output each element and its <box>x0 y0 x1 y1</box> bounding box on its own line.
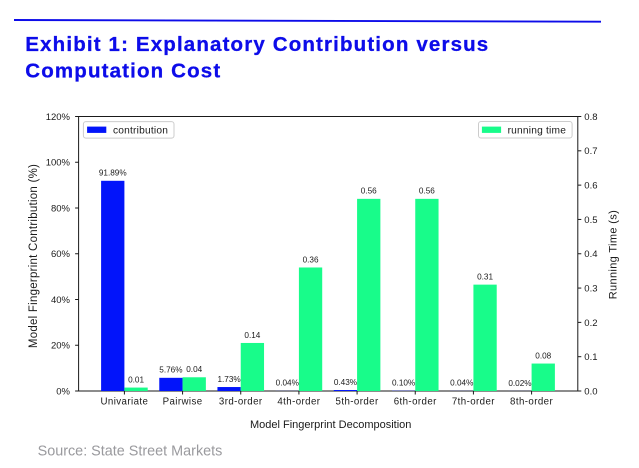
svg-text:Computation Cost: Computation Cost <box>25 59 221 82</box>
svg-text:0.3: 0.3 <box>584 283 597 294</box>
svg-text:running time: running time <box>508 125 567 136</box>
svg-text:0.56: 0.56 <box>361 187 377 196</box>
svg-text:91.89%: 91.89% <box>99 169 127 178</box>
svg-text:Running Time (s): Running Time (s) <box>608 210 620 299</box>
svg-text:0.7: 0.7 <box>584 146 597 157</box>
svg-text:0.04: 0.04 <box>186 365 202 374</box>
svg-text:0.36: 0.36 <box>303 255 319 264</box>
svg-text:Source: State Street Markets: Source: State Street Markets <box>38 444 223 460</box>
svg-text:0.14: 0.14 <box>244 331 260 340</box>
svg-text:60%: 60% <box>51 249 71 260</box>
svg-text:0.43%: 0.43% <box>334 378 357 387</box>
svg-text:0.02%: 0.02% <box>508 379 531 388</box>
svg-text:3rd-order: 3rd-order <box>219 396 263 407</box>
svg-text:0.0: 0.0 <box>584 386 597 397</box>
svg-text:40%: 40% <box>51 295 71 306</box>
svg-text:0.5: 0.5 <box>584 215 597 226</box>
svg-text:0.08: 0.08 <box>535 351 551 360</box>
svg-text:0.8: 0.8 <box>584 112 597 123</box>
svg-text:Model Fingerprint Decompositio: Model Fingerprint Decomposition <box>250 419 411 431</box>
svg-text:0.04%: 0.04% <box>450 379 473 388</box>
svg-text:Univariate: Univariate <box>100 396 148 407</box>
svg-text:contribution: contribution <box>113 125 168 136</box>
svg-text:120%: 120% <box>46 112 71 123</box>
svg-text:100%: 100% <box>46 158 71 169</box>
svg-text:20%: 20% <box>51 341 71 352</box>
svg-text:0.6: 0.6 <box>584 181 597 192</box>
svg-text:80%: 80% <box>51 203 71 214</box>
svg-text:Pairwise: Pairwise <box>163 396 203 407</box>
svg-text:5.76%: 5.76% <box>159 366 182 375</box>
svg-text:Model Fingerprint Contribution: Model Fingerprint Contribution (%) <box>28 164 40 348</box>
svg-text:6th-order: 6th-order <box>394 396 437 407</box>
svg-text:Exhibit 1: Explanatory Contrib: Exhibit 1: Explanatory Contribution vers… <box>25 33 489 56</box>
svg-text:8th-order: 8th-order <box>510 396 553 407</box>
svg-text:7th-order: 7th-order <box>452 396 495 407</box>
svg-text:0.04%: 0.04% <box>276 379 299 388</box>
svg-text:0.56: 0.56 <box>419 187 435 196</box>
svg-text:5th-order: 5th-order <box>336 396 379 407</box>
svg-text:0.4: 0.4 <box>584 249 597 260</box>
svg-text:1.73%: 1.73% <box>217 375 240 384</box>
svg-text:0.2: 0.2 <box>584 318 597 329</box>
svg-text:0.31: 0.31 <box>477 272 493 281</box>
svg-text:0.1: 0.1 <box>584 352 597 363</box>
svg-text:0.01: 0.01 <box>128 375 144 384</box>
svg-text:0.10%: 0.10% <box>392 379 415 388</box>
svg-text:0%: 0% <box>56 386 70 397</box>
svg-text:4th-order: 4th-order <box>277 396 320 407</box>
